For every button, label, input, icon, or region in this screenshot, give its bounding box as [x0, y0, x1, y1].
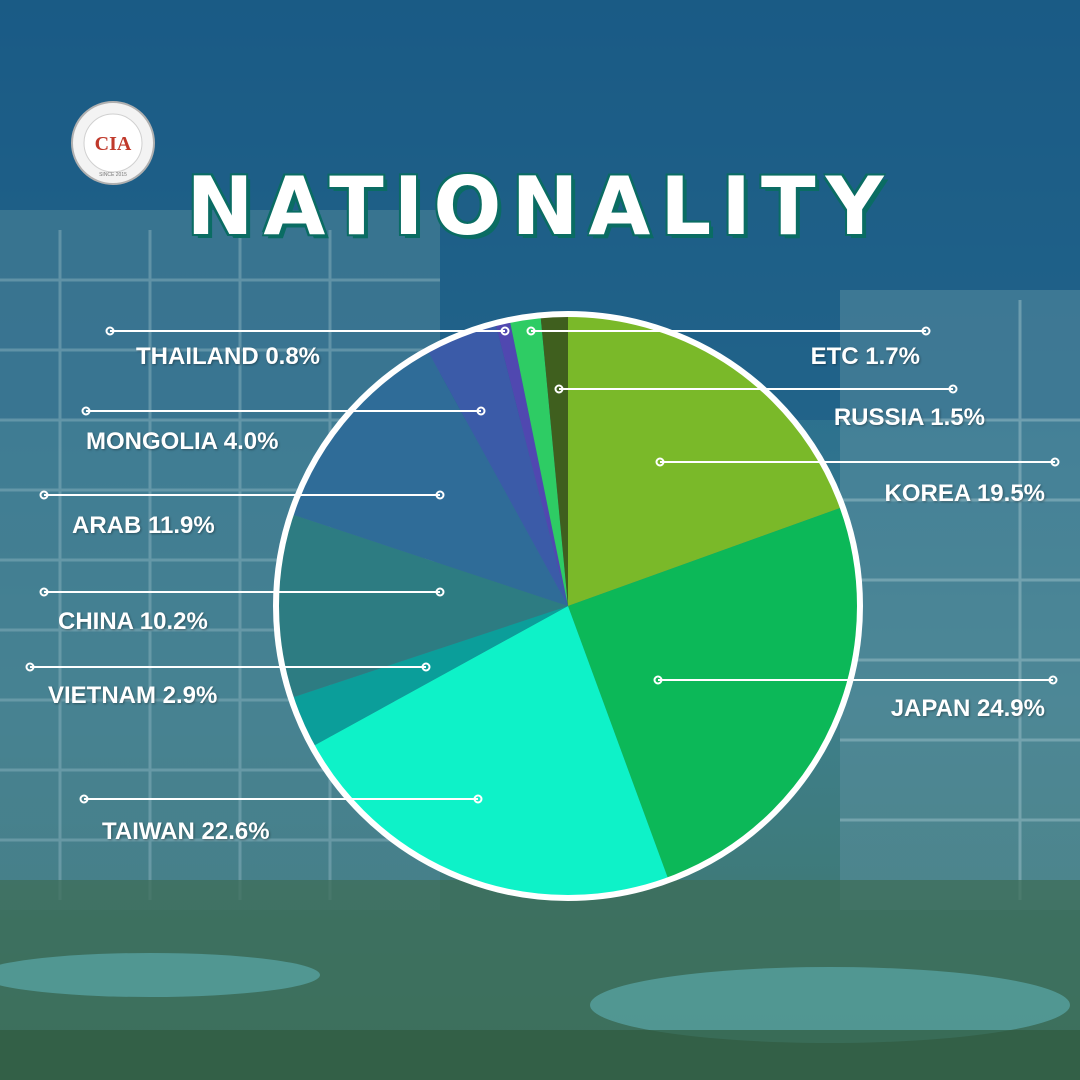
callout-etc	[526, 326, 931, 336]
label-korea: KOREA 19.5%	[884, 480, 1046, 507]
logo-text: CIA	[95, 133, 132, 155]
label-taiwan: TAIWAN 22.6%	[102, 818, 270, 845]
pie-slice-vietnam	[290, 606, 568, 747]
label-mongolia: MONGOLIA 4.0%	[86, 428, 279, 455]
pie-slice-korea	[568, 314, 843, 606]
label-thailand: THAILAND 0.8%	[136, 343, 321, 370]
callout-vietnam	[25, 662, 431, 672]
pie-slice-mongolia	[427, 323, 568, 606]
pie-slice-arab	[290, 350, 568, 606]
label-russia: RUSSIA 1.5%	[833, 404, 985, 431]
callout-mongolia	[81, 406, 486, 416]
label-japan: JAPAN 24.9%	[890, 695, 1045, 722]
page-title: NATIONALITY	[186, 160, 894, 253]
pie-slice-taiwan	[312, 606, 669, 899]
pie-slice-japan	[568, 507, 860, 881]
pie-slice-thailand	[495, 319, 568, 606]
pie-slice-etc	[509, 315, 568, 606]
pie-border	[273, 311, 863, 901]
pie-slice-china	[275, 514, 568, 698]
label-vietnam: VIETNAM 2.9%	[48, 682, 218, 709]
callout-taiwan	[79, 794, 483, 804]
logo-since: SINCE 2015	[99, 172, 127, 178]
callout-korea	[655, 457, 1060, 467]
callout-china	[39, 587, 445, 597]
label-arab: ARAB 11.9%	[72, 512, 215, 539]
label-china: CHINA 10.2%	[58, 608, 208, 635]
callout-arab	[39, 490, 445, 500]
callout-russia	[554, 384, 958, 394]
callout-japan	[653, 675, 1058, 685]
label-etc: ETC 1.7%	[810, 343, 920, 370]
cia-logo: CIA SINCE 2015	[71, 101, 155, 185]
callout-thailand	[105, 326, 510, 336]
